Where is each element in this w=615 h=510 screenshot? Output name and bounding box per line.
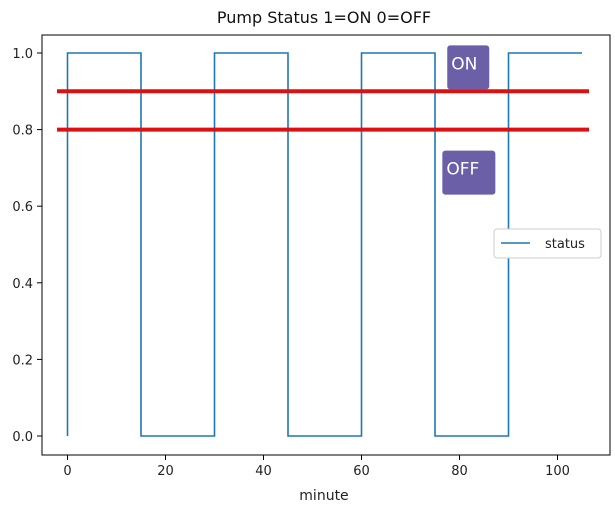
annotation-box [442,150,496,195]
x-tick-label: 20 [157,464,174,479]
annotation-label: OFF [446,160,479,180]
series-line-status [66,52,582,437]
x-tick-label: 40 [255,464,272,479]
annotation-label: ON [451,54,477,74]
annotation-off: OFF [442,150,496,195]
y-tick-label: 0.4 [12,277,33,292]
chart-title: Pump Status 1=ON 0=OFF [217,8,431,27]
annotation-on: ON [447,45,490,90]
x-tick-label: 100 [545,464,570,479]
plot-area: 0 20 40 60 80 100 0.0 0.2 0.4 0.6 0.8 1.0 ON OFF statu… [12,34,611,479]
y-tick-label: 0.6 [12,200,33,215]
legend: status [493,228,602,259]
legend-label: status [545,237,585,252]
x-tick-label: 60 [353,464,370,479]
x-tick-label: 0 [63,464,71,479]
y-tick-label: 0.8 [12,124,33,139]
x-tick-label: 80 [451,464,468,479]
y-tick-label: 0.0 [12,430,33,445]
y-tick-label: 1.0 [12,47,33,62]
axes-frame [41,34,611,456]
y-tick-label: 0.2 [12,353,33,368]
annotation-box [447,45,490,90]
x-axis-label: minute [299,488,348,504]
legend-frame [493,228,602,259]
